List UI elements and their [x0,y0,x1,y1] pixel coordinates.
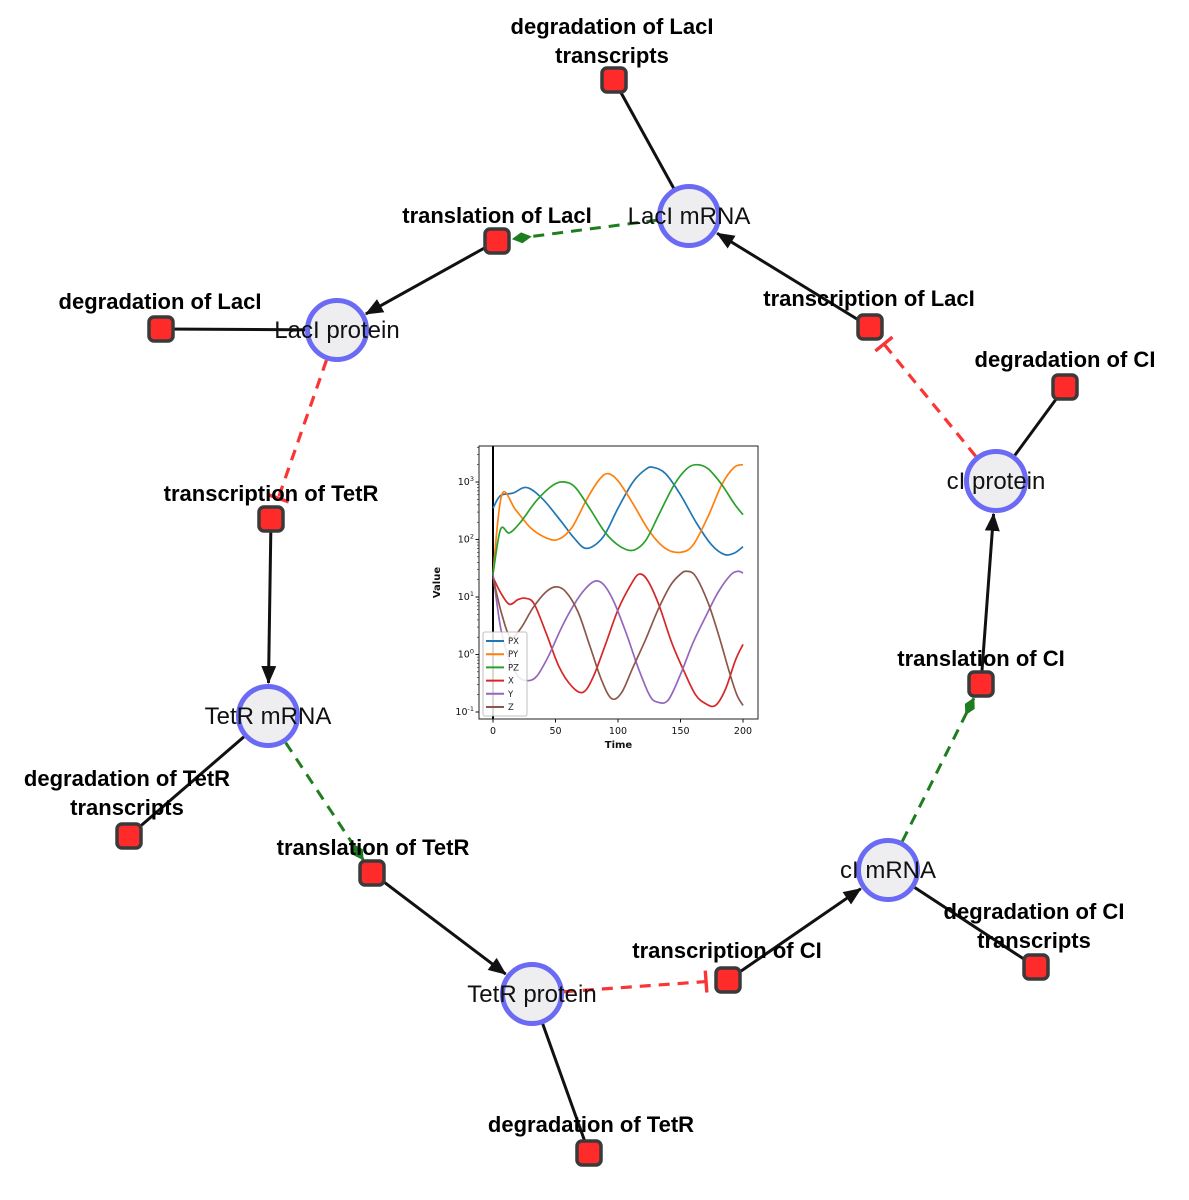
y-axis-label: Value [432,567,443,598]
edge-lacI_protein-txn_tetR [276,359,328,499]
edge-lacI_mRNA-transl_lacI [511,218,658,244]
x-tick-label: 0 [490,726,496,737]
reaction-label-txn_cI: transcription of CI [632,938,821,963]
legend-box [482,631,528,717]
species-node-lacI_mRNA[interactable] [657,184,721,248]
edge-lacI_protein-txn_tetR-tee [267,492,290,504]
x-tick-label: 150 [671,726,689,737]
y-tick-label: 10-1 [455,705,474,718]
reaction-label-deg_tetR: degradation of TetR [488,1112,694,1137]
series-PZ [492,463,744,575]
reaction-label-deg_cI: degradation of CI [975,347,1156,372]
species-label-lacI_mRNA: LacI mRNA [628,203,751,230]
legend-label-X: X [508,677,514,687]
reaction-label-txn_tetR: transcription of TetR [164,481,379,506]
reaction-label-deg_lacI_tx: degradation of LacI transcripts [511,14,714,68]
edge-transl_cI-cI_protein [979,512,1000,685]
reaction-node-deg_lacI[interactable] [147,315,175,343]
reaction-node-txn_cI[interactable] [714,966,742,994]
series-PX [492,466,744,556]
reaction-node-transl_cI[interactable] [967,670,995,698]
species-label-cI_protein: cI protein [947,468,1046,495]
species-node-cI_protein[interactable] [964,449,1028,513]
edge-tetR_protein-txn_cI-tee [703,970,709,993]
legend-label-PX: PX [508,637,519,647]
reaction-label-deg_tetR_tx: degradation of TetR transcripts [24,766,230,820]
legend-label-Y: Y [507,690,514,700]
species-label-tetR_protein: TetR protein [467,981,596,1008]
nodes-layer [115,66,1079,1167]
x-axis-label: Time [605,740,633,751]
y-tick-label: 100 [458,648,474,661]
reaction-node-deg_cI[interactable] [1051,373,1079,401]
reaction-label-txn_lacI: transcription of LacI [763,286,974,311]
species-node-tetR_mRNA[interactable] [236,684,300,748]
species-node-lacI_protein[interactable] [305,298,369,362]
edge-txn_cI-cI_mRNA [727,887,862,982]
legend-label-Z: Z [508,703,514,713]
y-tick-label: 103 [458,475,474,488]
series-PY [492,463,744,575]
species-label-cI_mRNA: cI mRNA [840,857,936,884]
reaction-label-transl_lacI: translation of LacI [402,203,591,228]
species-label-lacI_protein: LacI protein [274,317,399,344]
edge-cI_mRNA-transl_cI [900,697,976,843]
reaction-node-deg_tetR_tx[interactable] [115,822,143,850]
edge-transl_lacI-lacI_protein [364,239,498,316]
reaction-node-txn_lacI[interactable] [856,313,884,341]
x-tick-label: 100 [609,726,627,737]
x-tick-label: 200 [734,726,752,737]
reaction-node-txn_tetR[interactable] [257,505,285,533]
reaction-node-transl_lacI[interactable] [483,227,511,255]
edge-txn_tetR-tetR_mRNA [261,518,277,685]
reaction-label-deg_cI_tx: degradation of CI transcripts [944,899,1125,953]
edge-cI_protein-txn_lacI-tee [874,335,894,353]
species-node-tetR_protein[interactable] [500,962,564,1026]
reaction-node-transl_tetR[interactable] [358,859,386,887]
y-tick-label: 102 [458,533,474,546]
species-label-tetR_mRNA: TetR mRNA [205,703,332,730]
species-node-cI_mRNA[interactable] [856,838,920,902]
edge-transl_tetR-tetR_protein [371,871,507,976]
reaction-label-deg_lacI: degradation of LacI [59,289,262,314]
reaction-label-transl_tetR: translation of TetR [277,835,470,860]
legend-label-PY: PY [508,650,519,660]
edge-txn_lacI-lacI_mRNA [716,231,871,329]
reaction-node-deg_cI_tx[interactable] [1022,953,1050,981]
reaction-label-transl_cI: translation of CI [897,646,1064,671]
edge-tetR_mRNA-transl_tetR [284,741,365,861]
timecourse-plot: 103 102 101 100 10-1 0 50 100 150 200 Time Value PX P… [432,445,759,751]
legend-label-PZ: PZ [508,663,519,673]
edge-cI_protein-txn_lacI [882,343,977,458]
series-Z [492,570,744,706]
y-tick-label: 101 [458,590,474,603]
reaction-node-deg_lacI_tx[interactable] [600,66,628,94]
reaction-node-deg_tetR[interactable] [575,1139,603,1167]
x-tick-label: 50 [549,726,561,737]
edge-tetR_protein-txn_cI [563,979,707,994]
labels-layer: LacI mRNA LacI protein TetR mRNA TetR prote… [24,14,1156,1137]
